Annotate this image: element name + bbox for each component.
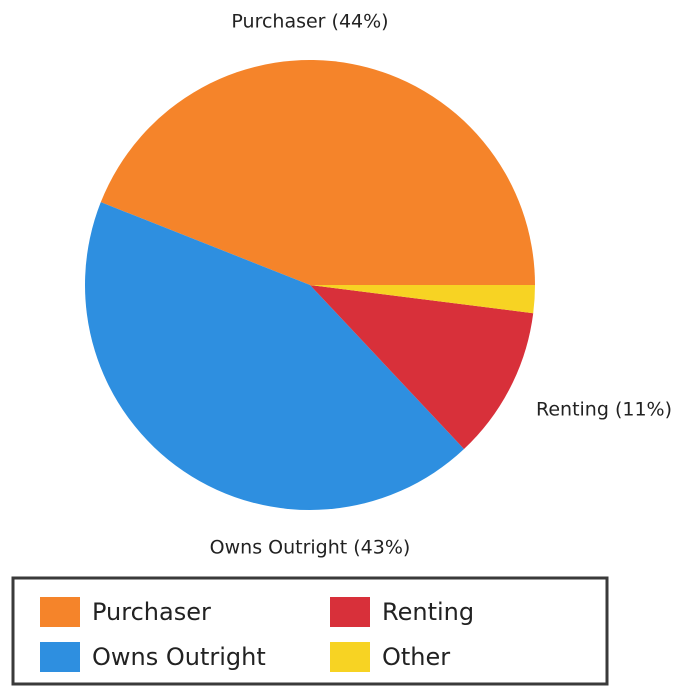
legend-swatch	[330, 597, 370, 627]
legend-swatch	[330, 642, 370, 672]
pie-slice	[310, 285, 535, 314]
legend-box	[11, 576, 609, 686]
legend-swatch	[40, 642, 80, 672]
slice-label: Owns Outright (43%)	[210, 537, 411, 559]
legend-label: Renting	[382, 598, 474, 626]
slice-label: Purchaser (44%)	[231, 11, 388, 33]
pie-slice	[85, 202, 465, 510]
legend-label: Other	[382, 643, 450, 671]
legend-label: Owns Outright	[92, 643, 266, 671]
pie-slice	[100, 59, 535, 285]
legend-swatch	[40, 597, 80, 627]
slice-label: Renting (11%)	[536, 399, 672, 421]
legend-label: Purchaser	[92, 598, 211, 626]
pie-slice	[310, 285, 534, 450]
